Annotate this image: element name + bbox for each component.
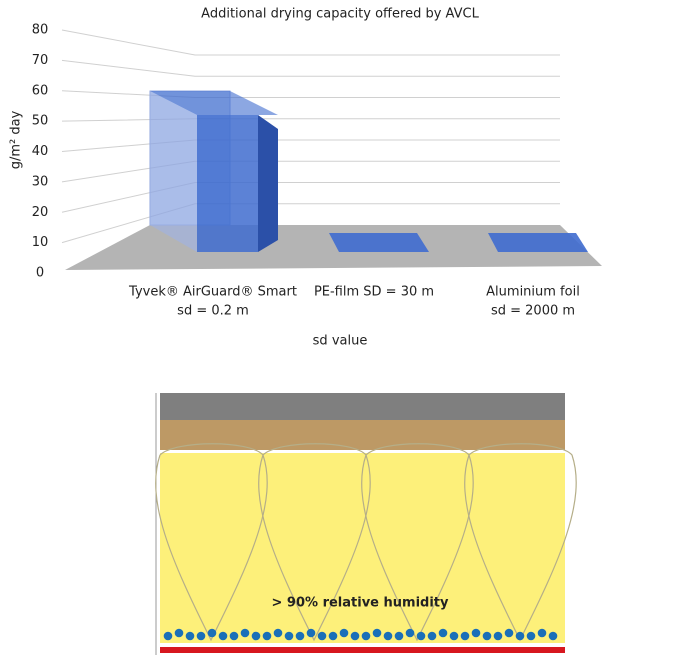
moisture-dot: [295, 631, 305, 641]
moisture-dot: [460, 631, 470, 641]
y-tick-label: 60: [32, 83, 49, 98]
bar-front: [197, 115, 258, 252]
layer-insulation: [160, 453, 565, 643]
moisture-dot: [537, 628, 547, 638]
moisture-dot: [306, 628, 316, 638]
moisture-dot: [339, 628, 349, 638]
y-tick-label: 10: [32, 235, 49, 250]
chart-title: Additional drying capacity offered by AV…: [201, 7, 479, 22]
insulation-loop: [464, 443, 577, 642]
layer-board: [160, 420, 565, 450]
moisture-dot: [405, 628, 415, 638]
grid-line: [61, 118, 560, 122]
y-tick-label: 50: [32, 114, 49, 129]
moisture-dot: [548, 631, 558, 641]
moisture-dot: [482, 631, 492, 641]
y-tick-label: 80: [32, 23, 49, 38]
moisture-dot: [438, 628, 448, 638]
bar: [488, 233, 588, 252]
diagram-label: > 90% relative humidity: [272, 596, 449, 611]
bar-top: [150, 91, 278, 115]
moisture-dot: [427, 631, 437, 641]
moisture-dot: [493, 631, 503, 641]
y-tick-label: 20: [32, 205, 49, 220]
y-tick-label: 30: [32, 174, 49, 189]
moisture-dot: [284, 631, 294, 641]
moisture-dot: [251, 631, 261, 641]
moisture-dot: [350, 631, 360, 641]
y-tick-label: 40: [32, 144, 49, 159]
moisture-dot: [471, 628, 481, 638]
moisture-dot: [317, 631, 327, 641]
x-tick-label: Aluminium foil: [486, 285, 580, 300]
y-tick-label: 70: [32, 53, 49, 68]
insulation-loop: [361, 443, 474, 642]
grid-line: [61, 29, 560, 56]
grid-line: [61, 160, 560, 183]
grid-line: [61, 59, 560, 77]
x-tick-label: Tyvek® AirGuard® Smart: [128, 285, 297, 300]
moisture-dot: [383, 631, 393, 641]
moisture-dot: [328, 631, 338, 641]
moisture-dot: [229, 631, 239, 641]
moisture-dot: [185, 631, 195, 641]
x-axis-label: sd value: [313, 334, 368, 349]
y-axis-label: g/m² day: [9, 110, 24, 169]
moisture-dot: [273, 628, 283, 638]
layer-avcl: [160, 647, 565, 653]
x-tick-label: sd = 0.2 m: [177, 304, 249, 319]
moisture-dot: [504, 628, 514, 638]
moisture-dot: [240, 628, 250, 638]
moisture-dot: [372, 628, 382, 638]
grid-line: [61, 139, 560, 152]
bar-side: [258, 115, 278, 252]
moisture-dot: [262, 631, 272, 641]
insulation-loop: [258, 443, 371, 642]
x-tick-label: sd = 2000 m: [491, 304, 575, 319]
y-tick-label: 0: [36, 266, 44, 281]
moisture-dot: [163, 631, 173, 641]
moisture-dot: [515, 631, 525, 641]
moisture-dot: [218, 631, 228, 641]
moisture-dot: [449, 631, 459, 641]
moisture-dot: [207, 628, 217, 638]
layer-roof: [160, 393, 565, 420]
grid-line: [61, 90, 560, 98]
moisture-dot: [526, 631, 536, 641]
bar: [149, 90, 278, 252]
bar-left: [150, 91, 197, 252]
bar: [329, 233, 429, 252]
x-tick-label: PE-film SD = 30 m: [314, 285, 434, 300]
insulation-loop: [155, 443, 268, 642]
diagram: > 90% relative humidity: [155, 393, 577, 655]
moisture-dot: [174, 628, 184, 638]
moisture-dot: [394, 631, 404, 641]
grid-line: [61, 182, 560, 213]
moisture-dot: [196, 631, 206, 641]
moisture-dot: [361, 631, 371, 641]
moisture-dot: [416, 631, 426, 641]
